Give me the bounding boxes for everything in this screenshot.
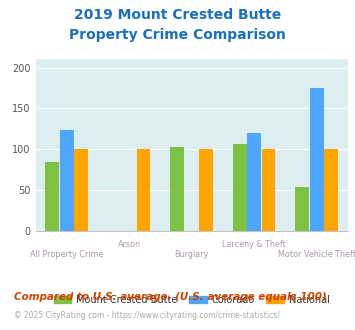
Text: Burglary: Burglary — [175, 250, 209, 259]
Text: Larceny & Theft: Larceny & Theft — [222, 240, 286, 248]
Bar — [45, 162, 59, 231]
Bar — [60, 130, 73, 231]
Text: Compared to U.S. average. (U.S. average equals 100): Compared to U.S. average. (U.S. average … — [14, 292, 327, 302]
Bar — [295, 187, 309, 231]
Bar — [247, 133, 261, 231]
Bar — [74, 149, 88, 231]
Text: 2019 Mount Crested Butte: 2019 Mount Crested Butte — [74, 8, 281, 22]
Bar — [170, 147, 184, 231]
Text: Property Crime Comparison: Property Crime Comparison — [69, 28, 286, 42]
Text: Arson: Arson — [118, 240, 141, 248]
Bar — [233, 144, 247, 231]
Bar — [137, 149, 151, 231]
Text: All Property Crime: All Property Crime — [30, 250, 104, 259]
Text: Motor Vehicle Theft: Motor Vehicle Theft — [278, 250, 355, 259]
Bar — [262, 149, 275, 231]
Bar — [324, 149, 338, 231]
Text: © 2025 CityRating.com - https://www.cityrating.com/crime-statistics/: © 2025 CityRating.com - https://www.city… — [14, 311, 280, 320]
Bar — [310, 88, 323, 231]
Bar — [199, 149, 213, 231]
Legend: Mount Crested Butte, Colorado, National: Mount Crested Butte, Colorado, National — [50, 291, 334, 309]
